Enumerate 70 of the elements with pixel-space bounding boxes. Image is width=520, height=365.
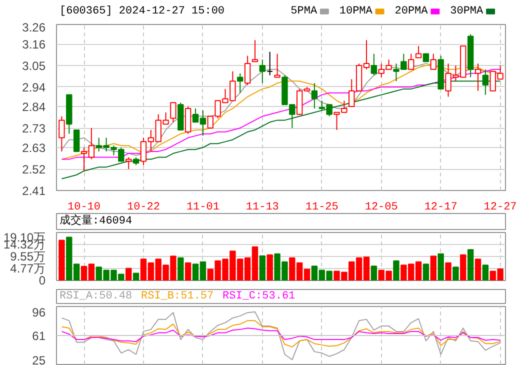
text: 成交量:46094 xyxy=(59,214,132,228)
y-tick-label: 2.52 xyxy=(22,162,46,177)
candlestick xyxy=(259,59,266,84)
y-tick-label: 3.26 xyxy=(22,20,46,34)
candlestick xyxy=(408,53,414,70)
bar xyxy=(58,240,65,280)
bar xyxy=(126,268,132,280)
y-tick-label: 9.55万 xyxy=(10,250,46,264)
candlestick xyxy=(184,106,192,134)
candlestick xyxy=(266,51,273,76)
line-series xyxy=(61,320,501,348)
y-tick-label: 2.84 xyxy=(22,100,46,114)
x-tick-label: 12-05 xyxy=(364,202,398,214)
y-tick-label: 2.94 xyxy=(22,80,46,94)
x-tick-label: 10-10 xyxy=(68,202,101,214)
legend-label: 20PMA xyxy=(394,6,428,18)
bar xyxy=(452,266,459,280)
candlestick xyxy=(58,116,65,152)
bar xyxy=(422,264,430,280)
y-tick-label: 2.63 xyxy=(22,141,46,156)
candlestick xyxy=(274,53,280,78)
y-tick-label: 4.77万 xyxy=(10,262,46,276)
bar xyxy=(393,260,400,280)
bar xyxy=(184,262,192,280)
candlestick xyxy=(370,53,378,76)
y-tick-label: 25 xyxy=(32,353,46,365)
line-series xyxy=(61,311,501,360)
text: RSI_B:51.57 xyxy=(141,290,214,302)
bar xyxy=(474,258,482,280)
bar xyxy=(482,264,489,280)
candlestick xyxy=(311,82,318,109)
x-tick-label: 12-27 xyxy=(484,202,517,214)
candlestick xyxy=(415,45,422,58)
bar xyxy=(266,254,273,280)
y-tick-label: 96 xyxy=(32,305,46,320)
bar xyxy=(438,253,444,280)
candlestick xyxy=(430,53,436,70)
bar xyxy=(445,262,452,280)
candlestick xyxy=(474,63,482,92)
bar xyxy=(460,254,466,280)
candlestick xyxy=(252,40,258,62)
x-tick-label: 11-13 xyxy=(246,202,279,214)
bar xyxy=(370,266,378,280)
bar xyxy=(259,255,266,280)
y-tick-label: 61 xyxy=(32,329,46,343)
legend-label: 30PMA xyxy=(450,6,484,18)
bar xyxy=(132,272,140,280)
bar xyxy=(178,257,184,280)
x-tick-label: 10-22 xyxy=(126,202,160,214)
candlestick xyxy=(244,55,251,86)
x-tick-label: 11-25 xyxy=(305,202,338,214)
candlestick xyxy=(170,102,176,123)
candlestick xyxy=(237,72,244,94)
legend-label: 10PMA xyxy=(339,6,373,18)
x-tick-label: 11-01 xyxy=(186,202,220,214)
series-label: RSI_A:50.48 xyxy=(59,290,132,302)
candlestick xyxy=(73,129,80,152)
bar xyxy=(430,256,436,280)
candlestick xyxy=(482,68,489,96)
y-tick-label: 3.16 xyxy=(22,38,46,52)
line-series xyxy=(61,328,501,342)
x-tick-label: 12-17 xyxy=(424,202,458,214)
y-tick-label: 2.41 xyxy=(22,184,46,198)
text: RSI_C:53.61 xyxy=(222,290,296,302)
y-tick-label: 3.05 xyxy=(22,59,46,74)
bar xyxy=(467,249,474,280)
legend-label: 5PMA xyxy=(290,6,318,18)
y-tick-label: 2.73 xyxy=(22,122,46,136)
y-tick-label: 0 xyxy=(38,274,46,288)
chart-title: [600365] 2024-12-27 15:00 xyxy=(59,6,225,18)
